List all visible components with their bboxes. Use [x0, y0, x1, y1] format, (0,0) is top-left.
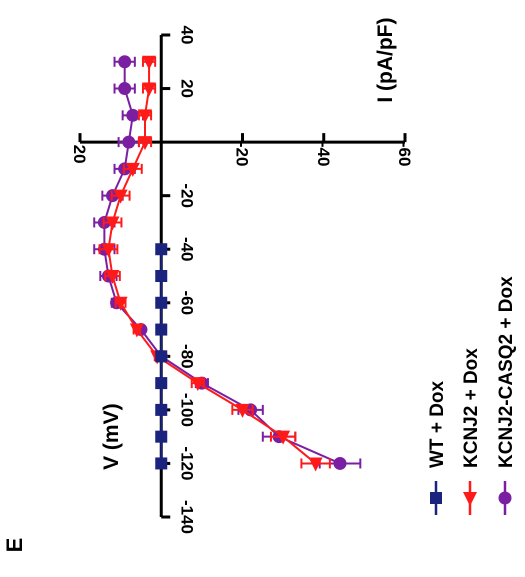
- data-point: [129, 323, 144, 338]
- data-point: [105, 216, 120, 231]
- x-tick-label: -80: [178, 344, 197, 369]
- data-point: [308, 457, 323, 472]
- legend-label: KCNJ2-CASQ2 + Dox: [496, 276, 517, 468]
- legend-marker: [463, 492, 477, 506]
- data-point: [333, 456, 347, 470]
- legend-marker: [498, 491, 512, 505]
- x-axis-ticks: -140 -120 -100 -80 -60 -40 -20 20 40: [161, 26, 197, 534]
- data-point: [101, 243, 116, 258]
- panel-label: E: [2, 538, 27, 553]
- x-tick-label: -120: [178, 446, 197, 480]
- x-tick-label: -100: [178, 393, 197, 427]
- series-line: [107, 61, 317, 465]
- y-axis-title: I (pA/pF): [374, 18, 397, 103]
- series-layer: [93, 55, 362, 472]
- legend-marker: [430, 492, 442, 504]
- data-point: [155, 270, 168, 282]
- legend-entry: WT + Dox: [427, 380, 448, 515]
- data-point: [113, 189, 128, 204]
- x-tick-label: 20: [178, 79, 197, 98]
- data-point: [105, 270, 120, 284]
- data-point: [142, 55, 157, 70]
- x-tick-label: 40: [178, 26, 197, 45]
- data-point: [118, 82, 132, 96]
- data-point: [235, 403, 250, 418]
- legend-entry: KCNJ2-CASQ2 + Dox: [496, 276, 517, 515]
- y-tick-label: -40: [314, 142, 333, 167]
- data-point: [142, 82, 157, 97]
- y-tick-label: -20: [233, 142, 252, 167]
- data-point: [155, 403, 168, 416]
- x-tick-label: -40: [178, 237, 197, 262]
- data-point: [138, 109, 152, 124]
- series-line: [103, 61, 341, 465]
- data-point: [155, 296, 168, 309]
- legend-entry: KCNJ2 + Dox: [461, 348, 482, 515]
- data-point: [113, 296, 128, 311]
- x-tick-label: -140: [178, 500, 197, 534]
- data-point: [126, 108, 140, 122]
- data-point: [155, 457, 168, 470]
- y-tick-label: -60: [395, 142, 414, 167]
- data-point: [155, 243, 168, 256]
- y-tick-label: 20: [70, 145, 89, 164]
- data-point: [276, 430, 291, 445]
- axes: -140 -120 -100 -80 -60 -40 -20 20 40 20 -20 -40 -60: [70, 26, 414, 534]
- data-point: [138, 136, 152, 151]
- data-point: [122, 135, 136, 149]
- data-point: [155, 323, 168, 336]
- series-square: [155, 243, 168, 470]
- data-point: [155, 350, 168, 363]
- data-point: [190, 377, 205, 392]
- x-tick-label: -60: [178, 290, 197, 315]
- series-triangle: [98, 55, 331, 472]
- legend-label: KCNJ2 + Dox: [461, 348, 482, 468]
- x-axis-title: V (mV): [100, 403, 123, 470]
- x-tick-label: -20: [178, 183, 197, 208]
- legend: WT + Dox KCNJ2 + Dox KCNJ2-CASQ2 + Dox: [427, 276, 517, 515]
- series-circle: [93, 55, 362, 470]
- data-point: [125, 162, 140, 177]
- legend-label: WT + Dox: [427, 380, 448, 468]
- data-point: [118, 55, 132, 69]
- data-point: [155, 377, 168, 390]
- y-axis-ticks: 20 -20 -40 -60: [70, 133, 414, 166]
- data-point: [155, 430, 168, 443]
